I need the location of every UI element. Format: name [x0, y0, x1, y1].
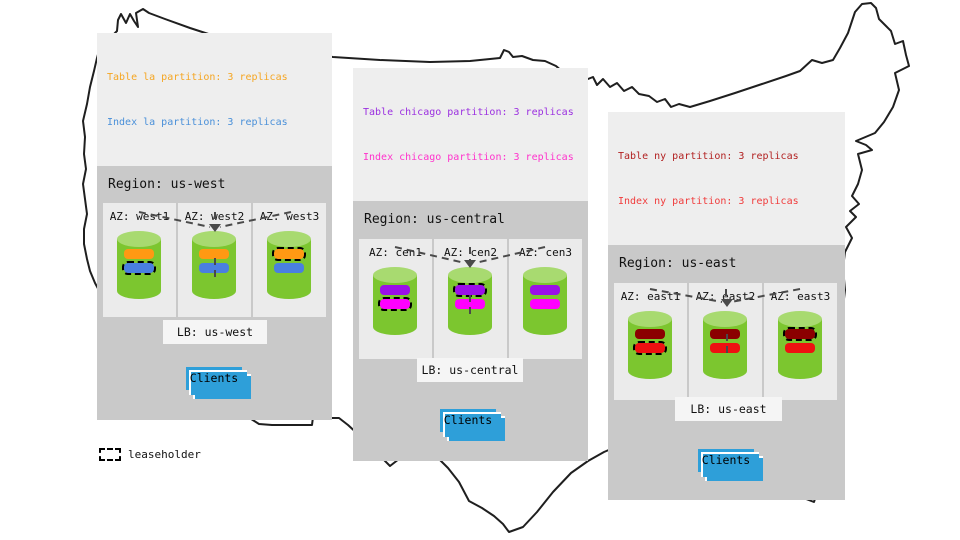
clients-box: Clients: [440, 409, 505, 441]
database-cylinder-icon: [448, 267, 492, 337]
region-box-us-west: Region: us-west AZ: west1 AZ: west2: [97, 166, 332, 420]
az-box-cen3: AZ: cen3: [509, 239, 582, 359]
region-title: Region: us-central: [364, 212, 505, 227]
az-title: AZ: west1: [109, 210, 170, 223]
az-title: AZ: east1: [620, 290, 681, 303]
load-balancer-box: LB: us-east: [675, 397, 782, 421]
table-partition-label: Table la partition: 3 replicas: [107, 72, 288, 83]
load-balancer-box: LB: us-west: [163, 320, 267, 344]
region-title: Region: us-east: [619, 256, 737, 271]
index-replica-bar: [785, 343, 815, 353]
index-replica-bar: [122, 261, 156, 275]
database-cylinder-icon: [628, 311, 672, 381]
table-replica-bar: [380, 285, 410, 295]
region-card-us-west: Table la partition: 3 replicas Index la …: [97, 33, 332, 420]
index-replica-bar: [378, 297, 412, 311]
database-cylinder-icon: [703, 311, 747, 381]
index-partition-label: Index chicago partition: 3 replicas: [363, 152, 574, 163]
az-title: AZ: west2: [184, 210, 245, 223]
database-cylinder-icon: [523, 267, 567, 337]
table-replica-bar: [124, 249, 154, 259]
az-row: AZ: east1 AZ: east2: [614, 283, 837, 400]
az-box-east1: AZ: east1: [614, 283, 687, 400]
region-title: Region: us-west: [108, 177, 226, 192]
table-replica-bar: [453, 283, 487, 297]
az-title: AZ: east3: [770, 290, 831, 303]
index-replica-bar: [274, 263, 304, 273]
partition-label-box-us-central: Table chicago partition: 3 replicas Inde…: [353, 68, 588, 201]
database-cylinder-icon: [778, 311, 822, 381]
load-balancer-box: LB: us-central: [417, 358, 523, 382]
index-replica-bar: [530, 299, 560, 309]
az-box-cen2: AZ: cen2: [434, 239, 507, 359]
table-replica-bar: [635, 329, 665, 339]
clients-box: Clients: [698, 449, 763, 481]
az-box-west3: AZ: west3: [253, 203, 326, 317]
table-partition-label: Table chicago partition: 3 replicas: [363, 107, 574, 118]
az-box-west1: AZ: west1: [103, 203, 176, 317]
partition-label-box-us-east: Table ny partition: 3 replicas Index ny …: [608, 112, 845, 245]
legend-label: leaseholder: [128, 448, 201, 461]
table-replica-bar: [783, 327, 817, 341]
az-title: AZ: cen1: [369, 246, 422, 259]
table-replica-bar: [710, 329, 740, 339]
table-partition-label: Table ny partition: 3 replicas: [618, 151, 799, 162]
table-replica-bar: [199, 249, 229, 259]
region-card-us-central: Table chicago partition: 3 replicas Inde…: [353, 68, 588, 461]
az-box-east3: AZ: east3: [764, 283, 837, 400]
table-replica-bar: [272, 247, 306, 261]
region-card-us-east: Table ny partition: 3 replicas Index ny …: [608, 112, 845, 500]
az-row: AZ: west1 AZ: west2: [103, 203, 326, 317]
az-title: AZ: west3: [259, 210, 320, 223]
az-title: AZ: cen2: [444, 246, 497, 259]
index-replica-bar: [199, 263, 229, 273]
table-replica-bar: [530, 285, 560, 295]
leaseholder-swatch-icon: [99, 448, 121, 461]
az-box-east2: AZ: east2: [689, 283, 762, 400]
index-replica-bar: [455, 299, 485, 309]
partition-label-box-us-west: Table la partition: 3 replicas Index la …: [97, 33, 332, 166]
index-replica-bar: [633, 341, 667, 355]
database-cylinder-icon: [267, 231, 311, 301]
index-replica-bar: [710, 343, 740, 353]
clients-box: Clients: [186, 367, 251, 399]
legend: leaseholder: [99, 448, 201, 461]
az-title: AZ: east2: [695, 290, 756, 303]
region-box-us-east: Region: us-east AZ: east1 AZ: east2: [608, 245, 845, 500]
az-row: AZ: cen1 AZ: cen2: [359, 239, 582, 359]
az-title: AZ: cen3: [519, 246, 572, 259]
database-cylinder-icon: [192, 231, 236, 301]
az-box-west2: AZ: west2: [178, 203, 251, 317]
database-cylinder-icon: [373, 267, 417, 337]
index-partition-label: Index la partition: 3 replicas: [107, 117, 288, 128]
region-box-us-central: Region: us-central AZ: cen1 AZ: cen2: [353, 201, 588, 461]
database-cylinder-icon: [117, 231, 161, 301]
index-partition-label: Index ny partition: 3 replicas: [618, 196, 799, 207]
az-box-cen1: AZ: cen1: [359, 239, 432, 359]
